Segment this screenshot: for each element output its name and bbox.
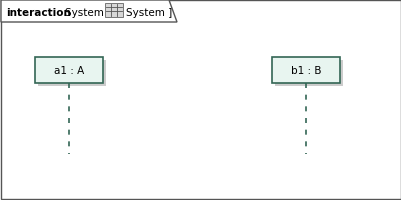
Bar bbox=[105, 4, 123, 18]
Polygon shape bbox=[1, 1, 176, 23]
Text: System [: System [ bbox=[65, 8, 111, 18]
Bar bbox=[35, 58, 103, 84]
Text: interaction: interaction bbox=[6, 8, 71, 18]
Text: b1 : B: b1 : B bbox=[290, 66, 320, 76]
Bar bbox=[271, 58, 339, 84]
Text: System ]: System ] bbox=[126, 8, 172, 18]
Text: a1 : A: a1 : A bbox=[54, 66, 84, 76]
Bar bbox=[274, 61, 342, 87]
Bar bbox=[38, 61, 106, 87]
